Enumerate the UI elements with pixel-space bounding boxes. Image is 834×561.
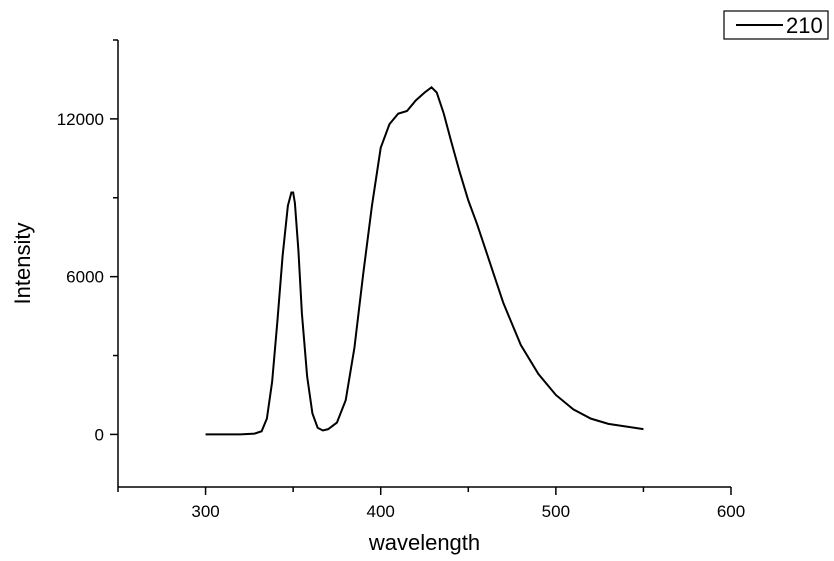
series-layer	[205, 86, 644, 436]
series-line-210	[205, 86, 644, 436]
axes	[117, 40, 731, 488]
legend: 210	[723, 10, 829, 40]
y-axis-label: Intensity	[10, 223, 35, 305]
x-tick-label: 400	[367, 502, 395, 521]
x-tick-label: 600	[717, 502, 745, 521]
y-tick-label: 12000	[57, 110, 104, 129]
y-tick-label: 0	[95, 425, 104, 444]
x-tick-label: 300	[191, 502, 219, 521]
y-tick-label: 6000	[66, 268, 104, 287]
legend-series-label: 210	[786, 13, 823, 38]
x-tick-label: 500	[542, 502, 570, 521]
axis-ticks	[110, 39, 732, 495]
x-axis-label: wavelength	[368, 530, 480, 555]
